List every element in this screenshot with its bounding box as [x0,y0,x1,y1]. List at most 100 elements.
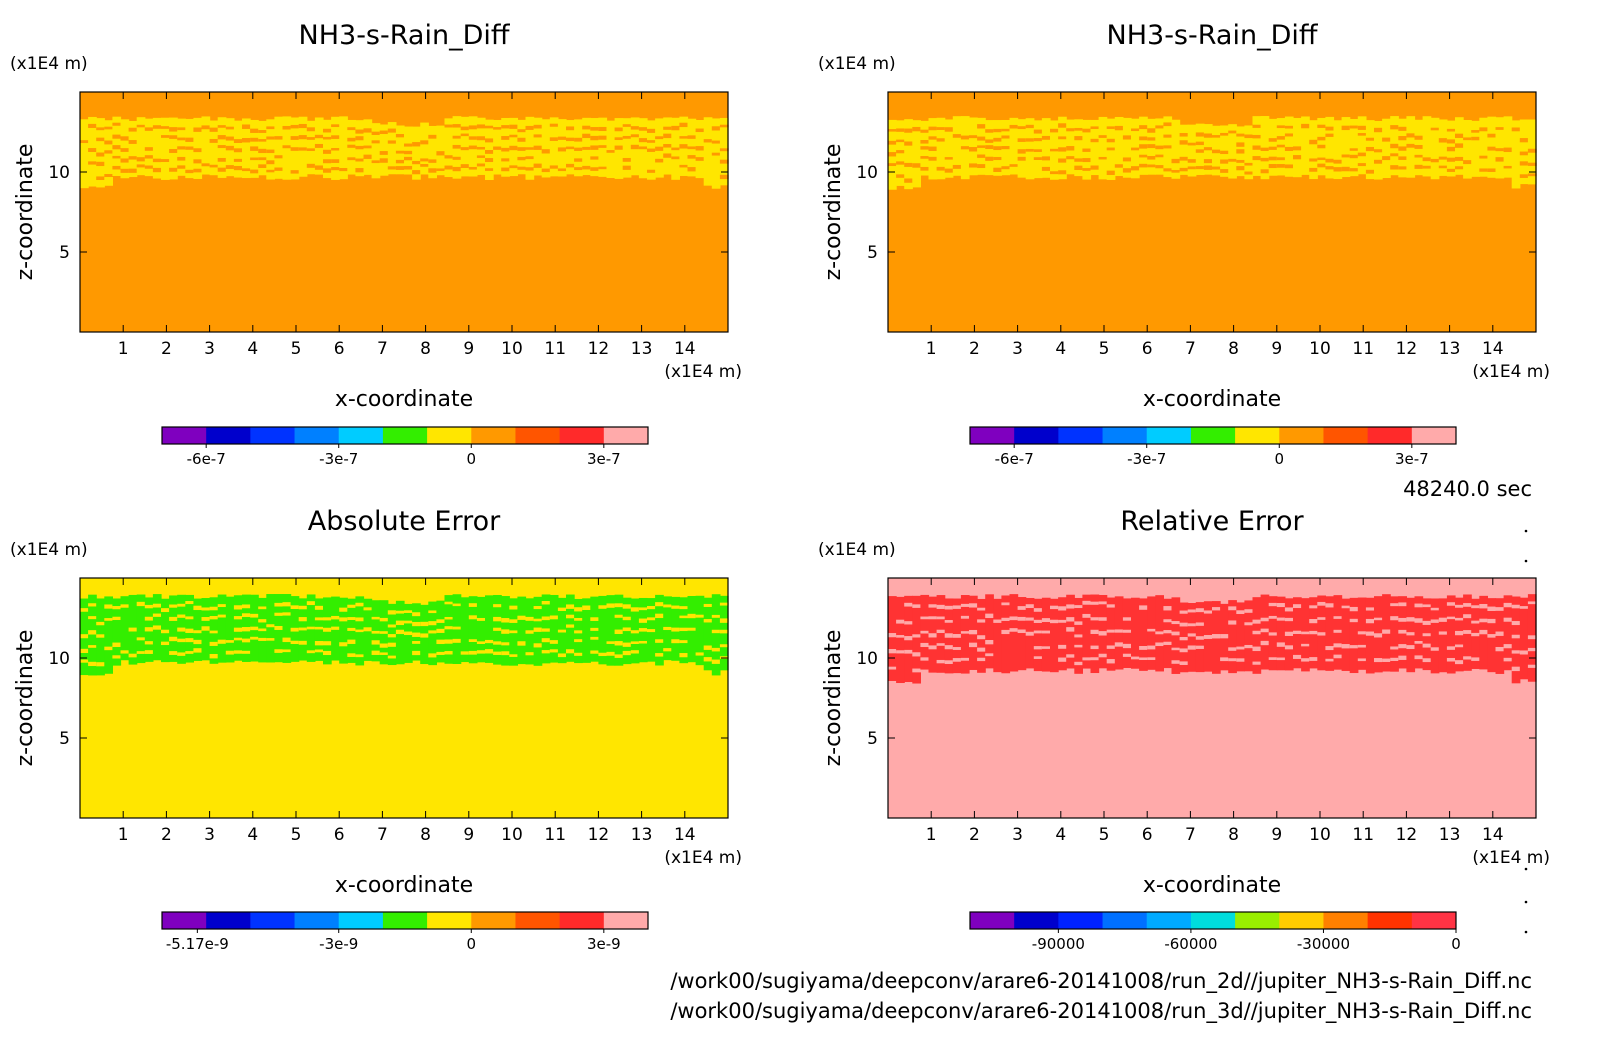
band-cell [1139,598,1148,671]
band-streak [574,617,583,621]
band-streak [904,649,913,654]
band-streak [1333,643,1343,648]
band-streak [217,614,227,618]
band-streak [1147,628,1156,632]
band-streak [258,148,267,154]
band-streak [1390,657,1399,662]
band-streak [1171,660,1181,664]
band-streak [233,148,243,153]
band-streak [896,635,905,638]
band-streak [1139,125,1148,130]
band-streak [1082,148,1092,152]
band-streak [904,141,913,146]
band-streak [1147,144,1156,149]
band-cell [912,595,921,684]
x-tick-label: 10 [1309,825,1331,845]
band-cell [104,596,113,674]
band-streak [719,124,729,128]
band-streak [193,148,203,153]
band-streak [517,166,527,170]
band-streak [395,166,405,170]
band-streak [1074,634,1083,638]
band-cell [1195,123,1205,175]
band-streak [1414,655,1424,660]
heatmap-band [888,116,1537,190]
band-streak [233,650,243,654]
band-streak [177,627,186,632]
band-streak [1430,158,1440,163]
band-cell [1284,116,1294,177]
band-streak [1527,635,1537,640]
band-streak [242,138,251,143]
band-streak [1333,616,1343,619]
band-streak [574,137,583,142]
colorbar-segment [1190,427,1236,444]
band-streak [1066,128,1075,132]
band-cell [1276,596,1286,671]
band-streak [379,652,389,655]
band-streak [485,125,494,129]
x-tick-label: 3 [1012,825,1023,845]
band-streak [347,639,356,644]
band-cell [1041,597,1051,672]
colorbar-segment [603,427,649,444]
band-cell [412,603,421,661]
band-streak [630,126,640,130]
band-streak [217,639,227,644]
band-streak [647,606,656,610]
band-streak [501,642,510,646]
band-streak [985,129,994,133]
band-streak [985,139,994,143]
band-streak [1252,661,1262,665]
band-streak [1349,125,1359,129]
colorbar-tick-label: -60000 [1164,935,1217,953]
band-streak [266,624,275,628]
band-streak [452,638,462,643]
band-streak [1430,647,1440,651]
band-streak [112,145,122,150]
band-streak [679,136,689,139]
band-cell [1341,598,1351,671]
band-streak [1430,619,1440,623]
y-tick-label: 5 [59,729,70,749]
colorbar-frame [161,426,649,445]
band-streak [177,603,186,607]
band-streak [1455,630,1464,636]
band-streak [1066,156,1075,160]
band-streak [630,641,640,644]
band-streak [1284,617,1294,622]
band-cell [582,598,591,663]
band-streak [1171,647,1181,651]
band-streak [1374,633,1383,638]
band-streak [557,629,567,633]
band-streak [1098,653,1108,658]
band-streak [1033,646,1043,650]
band-streak [136,637,146,641]
band-streak [541,149,551,154]
band-streak [1471,620,1480,624]
band-streak [1374,127,1383,133]
band-streak [1082,158,1092,163]
band-streak [679,615,689,619]
band-streak [355,129,365,134]
band-cell [1017,119,1027,178]
band-streak [1357,152,1367,157]
band-streak [468,603,478,607]
band-streak [671,156,680,160]
band-cell [1074,119,1083,177]
y-tick-label: 10 [856,649,878,669]
band-streak [630,134,640,138]
band-streak [314,143,324,148]
band-streak [177,165,186,169]
band-streak [1519,174,1529,178]
band-streak [112,165,122,170]
band-streak [1268,138,1278,142]
band-cell [606,595,616,666]
band-streak [468,125,478,130]
band-streak [290,136,300,140]
band-streak [80,634,89,639]
band-streak [323,128,332,133]
band-streak [517,147,527,151]
band-streak [647,169,656,173]
band-streak [1276,603,1286,608]
